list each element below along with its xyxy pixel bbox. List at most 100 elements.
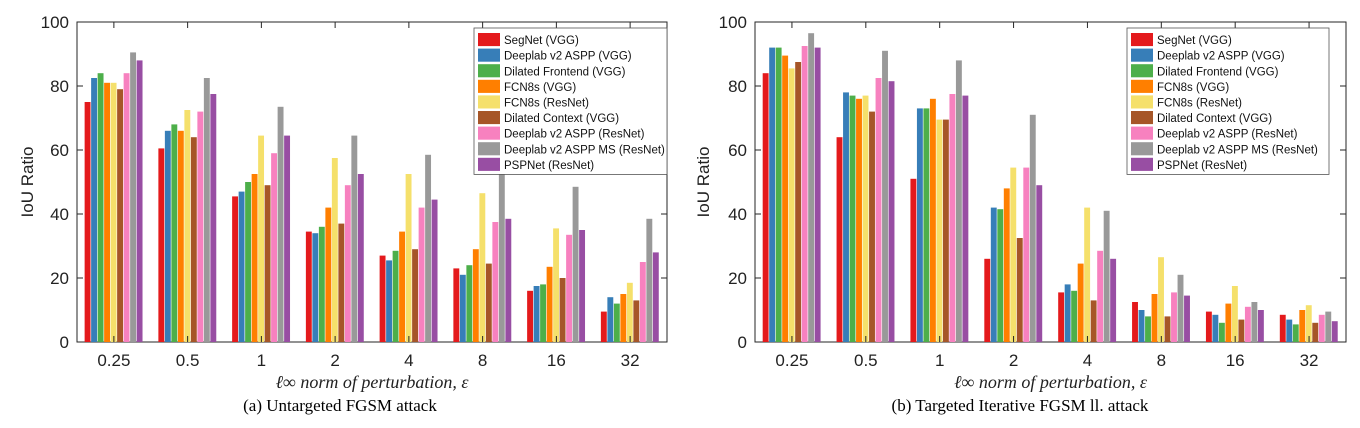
bar-8-series-3 <box>1151 294 1158 342</box>
bar-32-series-4 <box>1305 305 1312 342</box>
bar-0.5-series-5 <box>190 137 197 342</box>
x-tick-label: 2 <box>1009 351 1018 370</box>
bar-16-series-1 <box>1212 314 1219 342</box>
bar-8-series-2 <box>466 265 473 342</box>
bar-8-series-6 <box>492 222 499 342</box>
bar-1-series-3 <box>251 174 258 342</box>
legend-swatch-1 <box>478 48 500 62</box>
bar-32-series-5 <box>633 300 640 342</box>
legend-swatch-5 <box>478 111 500 125</box>
legend-swatch-0 <box>478 33 500 47</box>
x-tick-label: 4 <box>1083 351 1092 370</box>
bar-4-series-1 <box>1064 284 1071 342</box>
y-tick-label: 60 <box>728 141 747 160</box>
y-tick-label: 60 <box>50 141 69 160</box>
bar-2-series-6 <box>344 185 351 342</box>
bar-8-series-5 <box>485 263 492 342</box>
bar-8-series-7 <box>498 170 505 342</box>
y-tick-label: 0 <box>60 333 69 352</box>
legend-label-8: PSPNet (ResNet) <box>504 160 594 172</box>
bar-16-series-6 <box>1244 306 1251 342</box>
bar-1-series-1 <box>238 191 245 342</box>
legend-label-5: Dilated Context (VGG) <box>1157 113 1272 125</box>
bar-4-series-0 <box>1058 292 1065 342</box>
bar-32-series-6 <box>1318 314 1325 342</box>
legend-swatch-6 <box>478 126 500 140</box>
bar-0.25-series-1 <box>769 47 776 342</box>
bar-32-series-3 <box>620 294 627 342</box>
bar-8-series-7 <box>1177 274 1184 342</box>
bar-4-series-5 <box>1090 300 1097 342</box>
bar-4-series-7 <box>1103 210 1110 342</box>
legend-swatch-3 <box>1131 79 1153 93</box>
bar-1-series-8 <box>284 135 291 342</box>
y-tick-label: 0 <box>738 333 747 352</box>
bar-0.5-series-6 <box>875 78 882 342</box>
bar-16-series-2 <box>1218 322 1225 342</box>
bar-32-series-8 <box>1331 321 1338 342</box>
bar-0.5-series-5 <box>869 111 875 342</box>
bar-2-series-5 <box>338 223 345 342</box>
bar-16-series-7 <box>572 186 579 342</box>
bar-16-series-8 <box>1257 310 1264 342</box>
y-tick-label: 40 <box>728 205 747 224</box>
bar-0.5-series-6 <box>197 111 204 342</box>
bar-2-series-3 <box>325 207 332 342</box>
bar-8-series-2 <box>1145 316 1151 342</box>
chart-panel-b: 0 20 40 60 80 100 0.25 0.5 1 2 4 8 16 32 IoU Ratio ℓ∞ n… <box>680 0 1360 428</box>
legend-swatch-4 <box>1131 95 1153 109</box>
bar-32-series-5 <box>1312 322 1319 342</box>
x-tick-label: 32 <box>621 351 640 370</box>
y-tick-label: 100 <box>41 13 69 32</box>
legend-label-6: Deeplab v2 ASPP (ResNet) <box>504 129 645 141</box>
bar-0.5-series-1 <box>843 92 849 343</box>
legend-swatch-3 <box>478 79 500 93</box>
bar-4-series-8 <box>431 199 438 342</box>
legend-swatch-8 <box>1131 157 1153 171</box>
bar-1-series-8 <box>962 95 969 342</box>
legend-box <box>473 27 668 175</box>
legend-label-3: FCN8s (VGG) <box>1157 82 1229 94</box>
bar-32-series-8 <box>652 252 659 342</box>
bar-0.5-series-2 <box>171 124 178 343</box>
legend-swatch-2 <box>1131 64 1153 78</box>
bar-0.25-series-4 <box>788 68 795 343</box>
bar-4-series-0 <box>379 255 386 342</box>
legend-swatch-6 <box>1131 126 1153 140</box>
bar-4-series-4 <box>1084 207 1091 342</box>
bar-0.25-series-0 <box>762 73 769 342</box>
bar-0.25-series-8 <box>136 60 143 343</box>
bar-0.5-series-8 <box>888 81 895 342</box>
bar-0.5-series-8 <box>210 94 217 342</box>
bar-4-series-3 <box>399 231 406 342</box>
legend-label-8: PSPNet (ResNet) <box>1157 160 1247 172</box>
bar-1-series-6 <box>271 153 278 342</box>
bar-8-series-0 <box>453 268 460 342</box>
legend-label-2: Dilated Frontend (VGG) <box>504 66 626 78</box>
bar-2-series-7 <box>351 135 358 342</box>
legend-label-4: FCN8s (ResNet) <box>504 98 589 110</box>
bar-0.25-series-2 <box>775 47 782 342</box>
bar-32-series-1 <box>1286 319 1293 342</box>
bar-0.25-series-0 <box>84 102 91 342</box>
bar-2-series-0 <box>984 258 991 342</box>
plot-frame <box>76 21 668 343</box>
bar-1-series-2 <box>923 108 930 343</box>
bar-2-series-8 <box>1036 185 1043 342</box>
bar-4-series-4 <box>405 174 412 342</box>
y-axis-label: IoU Ratio <box>18 147 37 218</box>
bar-1-series-7 <box>277 106 284 342</box>
bar-16-series-4 <box>553 228 560 342</box>
bar-0.25-series-6 <box>801 46 808 342</box>
bar-32-series-2 <box>1292 324 1299 342</box>
legend-swatch-4 <box>478 95 500 109</box>
bar-32-series-7 <box>1325 311 1332 342</box>
bar-0.25-series-2 <box>97 73 104 342</box>
bar-0.5-series-2 <box>849 95 856 342</box>
x-tick-label: 2 <box>330 351 339 370</box>
bar-16-series-5 <box>559 278 566 342</box>
bar-1-series-2 <box>245 182 252 342</box>
legend-swatch-7 <box>1131 142 1153 156</box>
bar-1-series-6 <box>949 94 956 342</box>
bar-1-series-1 <box>916 108 923 343</box>
